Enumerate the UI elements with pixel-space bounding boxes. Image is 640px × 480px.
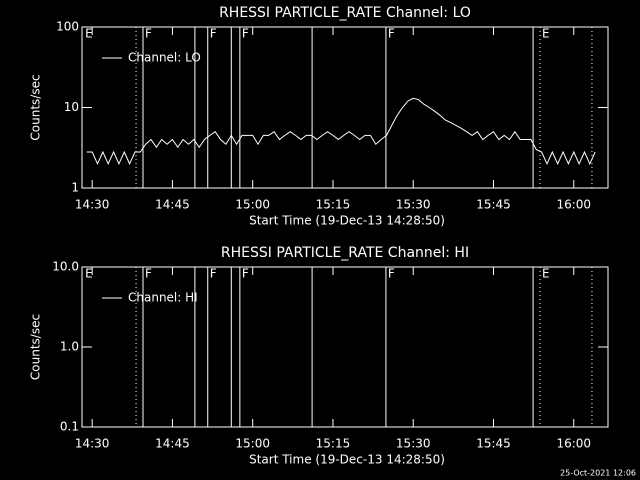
legend-label: Channel: HI — [128, 291, 198, 305]
chart-title: RHESSI PARTICLE_RATE Channel: HI — [221, 245, 469, 261]
x-tick-label: 15:45 — [476, 437, 511, 451]
x-tick-label: 15:45 — [476, 198, 511, 212]
timestamp: 25-Oct-2021 12:06 — [560, 469, 636, 478]
x-tick-label: 16:00 — [556, 198, 591, 212]
y-axis-label: Counts/sec — [29, 74, 43, 140]
flag-label: F — [210, 27, 217, 41]
flag-label: E — [85, 27, 93, 41]
legend-label: Channel: LO — [128, 51, 201, 65]
y-tick-label: 0.1 — [60, 420, 79, 434]
x-tick-label: 15:00 — [235, 198, 270, 212]
x-tick-label: 15:30 — [396, 437, 431, 451]
flag-label: F — [242, 267, 249, 281]
flag-label: F — [388, 27, 395, 41]
flag-label: E — [85, 267, 93, 281]
data-line — [86, 97, 596, 166]
x-tick-label: 14:30 — [75, 437, 110, 451]
x-axis-label: Start Time (19-Dec-13 14:28:50) — [249, 214, 445, 228]
x-tick-label: 14:45 — [155, 437, 190, 451]
flag-label: F — [145, 267, 152, 281]
y-tick-label: 1 — [71, 181, 79, 195]
y-tick-label: 100 — [56, 20, 79, 34]
chart-title: RHESSI PARTICLE_RATE Channel: LO — [219, 5, 471, 21]
y-tick-label: 10 — [64, 100, 79, 114]
y-tick-label: 1.0 — [60, 340, 79, 354]
x-tick-label: 14:45 — [155, 198, 190, 212]
x-tick-label: 15:30 — [396, 198, 431, 212]
x-axis-label: Start Time (19-Dec-13 14:28:50) — [249, 453, 445, 467]
flag-label: E — [542, 267, 550, 281]
flag-label: F — [145, 27, 152, 41]
flag-label: F — [242, 27, 249, 41]
flag-label: E — [542, 27, 550, 41]
flag-label: F — [210, 267, 217, 281]
y-axis-label: Counts/sec — [29, 314, 43, 380]
y-tick-label: 10.0 — [52, 260, 79, 274]
x-tick-label: 14:30 — [75, 198, 110, 212]
x-tick-label: 16:00 — [556, 437, 591, 451]
x-tick-label: 15:15 — [316, 437, 351, 451]
flag-label: F — [388, 267, 395, 281]
x-tick-label: 15:15 — [316, 198, 351, 212]
x-tick-label: 15:00 — [235, 437, 270, 451]
